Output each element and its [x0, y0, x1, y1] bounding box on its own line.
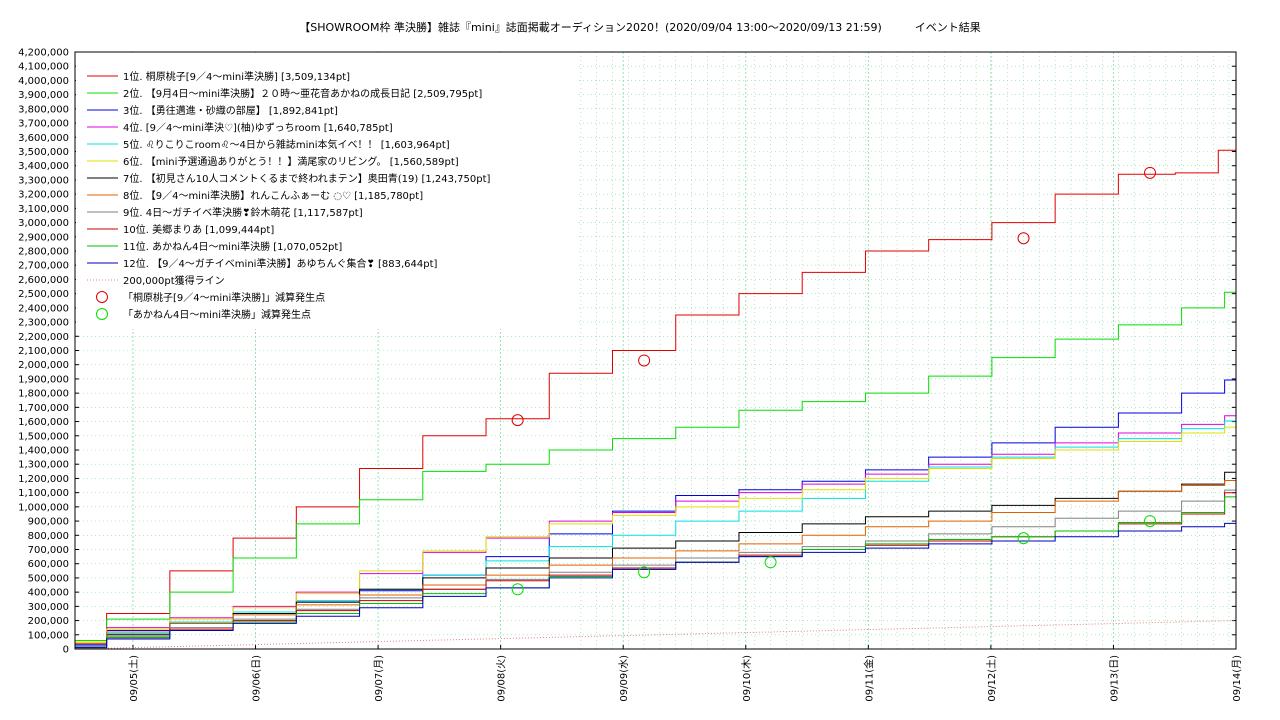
deduction-marker [638, 354, 651, 367]
legend-label: 8位. 【9／4〜mini準決勝】れんこんふぁーむ ◌♡ [1,185,780p… [123, 189, 423, 202]
y-tick-label: 500,000 [28, 573, 69, 584]
legend-label: 2位. 【9月4日〜mini準決勝】２０時〜亜花音あかねの成長日記 [2,509… [123, 87, 482, 100]
y-tick-label: 1,300,000 [18, 460, 69, 471]
y-tick-label: 1,000,000 [18, 502, 69, 513]
y-tick-label: 3,700,000 [18, 119, 69, 130]
deduction-marker [638, 566, 651, 579]
x-tick-label: 09/07(月) [373, 655, 385, 702]
y-tick-label: 3,900,000 [18, 90, 69, 101]
legend-label: 3位. 【勇往邁進・砂織の部屋】 [1,892,841pt] [123, 104, 338, 117]
y-tick-label: 3,400,000 [18, 161, 69, 172]
y-tick-label: 2,800,000 [18, 247, 69, 258]
series-line [75, 489, 1236, 647]
y-tick-label: 1,700,000 [18, 403, 69, 414]
legend-label: 「桐原桃子[9／4〜mini準決勝]」減算発生点 [123, 291, 325, 304]
y-tick-label: 1,600,000 [18, 417, 69, 428]
y-tick-label: 300,000 [28, 602, 69, 613]
y-tick-label: 0 [63, 645, 69, 656]
legend-marker [96, 308, 108, 320]
plot-border [74, 51, 1237, 650]
x-tick-label: 09/13(日) [1109, 655, 1120, 702]
x-tick-label: 09/09(水) [618, 655, 630, 702]
y-tick-label: 1,800,000 [18, 389, 69, 400]
legend-label: 5位. ♌りこりこroom♌〜4日から雑誌mini本気イベ！！ [1,603,9… [123, 138, 450, 151]
x-tick-label: 09/06(日) [252, 655, 263, 702]
y-tick-label: 2,900,000 [18, 232, 69, 243]
deduction-marker [764, 556, 777, 569]
legend-label: 7位. 【初見さん10人コメントくるまで終われまテン】奥田青(19) [1,24… [123, 172, 491, 185]
y-tick-label: 4,200,000 [18, 48, 69, 59]
series-line [75, 479, 1236, 644]
series-line [75, 522, 1236, 649]
legend-label: 「あかねん4日〜mini準決勝」減算発生点 [123, 308, 311, 321]
y-tick-label: 3,500,000 [18, 147, 69, 158]
y-tick-label: 2,300,000 [18, 318, 69, 329]
y-tick-label: 2,400,000 [18, 303, 69, 314]
y-tick-label: 4,000,000 [18, 76, 69, 87]
x-tick-label: 09/05(土) [127, 655, 140, 702]
series-line [75, 149, 1236, 641]
legend-label: 10位. 美郷まりあ [1,099,444pt] [123, 223, 274, 236]
series-line [75, 426, 1236, 643]
deduction-marker [1017, 532, 1030, 545]
y-tick-label: 4,100,000 [18, 62, 69, 73]
x-tick-label: 09/14(月) [1231, 655, 1243, 702]
deduction-marker [511, 414, 524, 427]
x-tick-label: 09/10(木) [741, 655, 753, 702]
y-tick-label: 700,000 [28, 545, 69, 556]
y-tick-label: 2,500,000 [18, 289, 69, 300]
legend-marker [96, 291, 108, 303]
y-tick-label: 2,000,000 [18, 360, 69, 371]
y-tick-label: 3,100,000 [18, 204, 69, 215]
y-tick-label: 3,000,000 [18, 218, 69, 229]
legend-label: 4位. [9／4〜mini準決♡](柚)ゆずっちroom [1,640,785p… [123, 121, 393, 134]
chart-title: 【SHOWROOM枠 準決勝】雑誌『mini』誌面掲載オーディション2020！(… [299, 21, 981, 34]
y-tick-label: 1,500,000 [18, 431, 69, 442]
legend-label: 200,000pt獲得ライン [123, 274, 225, 287]
legend-label: 6位. 【mini予選通過ありがとう！！】満尾家のリビング。 [1,560,58… [123, 155, 459, 168]
x-tick-label: 09/08(火) [496, 655, 508, 702]
y-tick-label: 3,600,000 [18, 133, 69, 144]
deduction-marker [1144, 515, 1156, 528]
y-tick-label: 3,800,000 [18, 104, 69, 115]
y-tick-label: 3,300,000 [18, 175, 69, 186]
y-tick-label: 400,000 [28, 588, 69, 599]
y-tick-label: 1,200,000 [18, 474, 69, 485]
y-tick-label: 100,000 [28, 630, 69, 641]
y-tick-label: 600,000 [28, 559, 69, 570]
legend-label: 12位. 【9／4〜ガチイベmini準決勝】あゆちんぐ集合❣ [883,644p… [123, 257, 438, 270]
y-tick-label: 1,100,000 [18, 488, 69, 499]
y-tick-label: 1,900,000 [18, 374, 69, 385]
x-tick-label: 09/11(金) [862, 655, 875, 702]
series-line [75, 471, 1236, 647]
deduction-marker [1144, 166, 1156, 179]
series-line [75, 420, 1236, 647]
y-tick-label: 2,700,000 [18, 261, 69, 272]
y-tick-label: 3,200,000 [18, 190, 69, 201]
x-tick-label: 09/12(土) [985, 655, 998, 702]
y-tick-label: 2,200,000 [18, 332, 69, 343]
legend-label: 9位. 4日〜ガチイベ準決勝❣鈴木萌花 [1,117,587pt] [123, 206, 363, 219]
y-tick-label: 1,400,000 [18, 446, 69, 457]
y-tick-label: 2,600,000 [18, 275, 69, 286]
y-tick-label: 800,000 [28, 531, 69, 542]
deduction-marker [511, 583, 524, 596]
series-line [75, 291, 1236, 641]
y-tick-label: 900,000 [28, 517, 69, 528]
legend-label: 11位. あかねん4日〜mini準決勝 [1,070,052pt] [123, 240, 342, 253]
y-tick-label: 2,100,000 [18, 346, 69, 357]
legend-label: 1位. 桐原桃子[9／4〜mini準決勝] [3,509,134pt] [123, 70, 350, 83]
legend-box [76, 53, 576, 329]
deduction-marker [1017, 232, 1030, 245]
y-tick-label: 200,000 [28, 616, 69, 627]
